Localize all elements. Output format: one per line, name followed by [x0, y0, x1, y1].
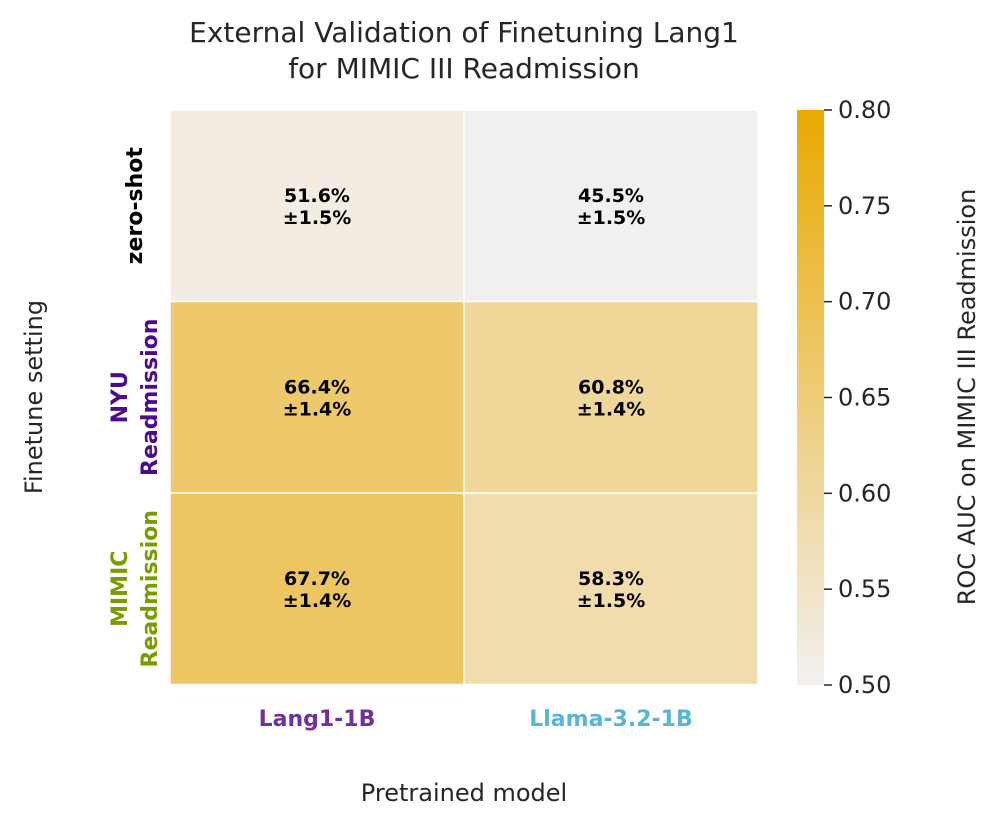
- colorbar-tick-label-6: 0.80: [838, 96, 891, 124]
- heatmap-cell-0-1: [463, 109, 759, 303]
- y-axis-label: Finetune setting: [20, 300, 48, 494]
- heatmap-cell-1-0: [169, 300, 465, 494]
- y-tick-label-2: MIMIC Readmission: [108, 510, 163, 667]
- y-tick-label-1: NYU Readmission: [108, 319, 163, 476]
- colorbar-tick-label-2: 0.60: [838, 479, 891, 507]
- colorbar-tick-label-1: 0.55: [838, 575, 891, 603]
- cell-label-0-0: 51.6% ±1.5%: [283, 185, 352, 229]
- heatmap-cell-0-0: [169, 109, 465, 303]
- colorbar-tick-label-5: 0.75: [838, 192, 891, 220]
- colorbar-tick-label-3: 0.65: [838, 384, 891, 412]
- heatmap-cell-2-1: [463, 492, 759, 686]
- colorbar-tick-label-0: 0.50: [838, 671, 891, 699]
- colorbar-label: ROC AUC on MIMIC III Readmission: [953, 189, 981, 606]
- x-tick-label-0: Lang1-1B: [259, 707, 376, 732]
- y-tick-labels: zero-shot NYU Readmission MIMIC Readmission: [108, 147, 163, 668]
- heatmap-cell-2-0: [169, 492, 465, 686]
- cell-label-1-0: 66.4% ±1.4%: [283, 376, 352, 420]
- heatmap-cell-labels: 51.6% ±1.5% 45.5% ±1.5% 66.4% ±1.4% 60.8% ±1.4%…: [283, 185, 646, 612]
- colorbar-tick-label-4: 0.70: [838, 288, 891, 316]
- heatmap-cells: [169, 109, 759, 686]
- chart-title-line-2: for MIMIC III Readmission: [288, 52, 640, 85]
- x-axis-label: Pretrained model: [361, 779, 567, 807]
- cell-label-2-1: 58.3% ±1.5%: [577, 568, 646, 612]
- y-tick-label-0: zero-shot: [123, 147, 148, 265]
- x-tick-label-1: Llama-3.2-1B: [529, 707, 693, 732]
- heatmap-cell-1-1: [463, 300, 759, 494]
- cell-label-1-1: 60.8% ±1.4%: [577, 376, 646, 420]
- colorbar-ticks: 0.50 0.55 0.60 0.65 0.70 0.75 0.80: [824, 96, 891, 699]
- cell-label-0-1: 45.5% ±1.5%: [577, 185, 646, 229]
- x-tick-labels: Lang1-1B Llama-3.2-1B: [259, 707, 693, 732]
- cell-label-2-0: 67.7% ±1.4%: [283, 568, 352, 612]
- chart-title-line-1: External Validation of Finetuning Lang1: [189, 16, 739, 49]
- colorbar: [797, 110, 824, 685]
